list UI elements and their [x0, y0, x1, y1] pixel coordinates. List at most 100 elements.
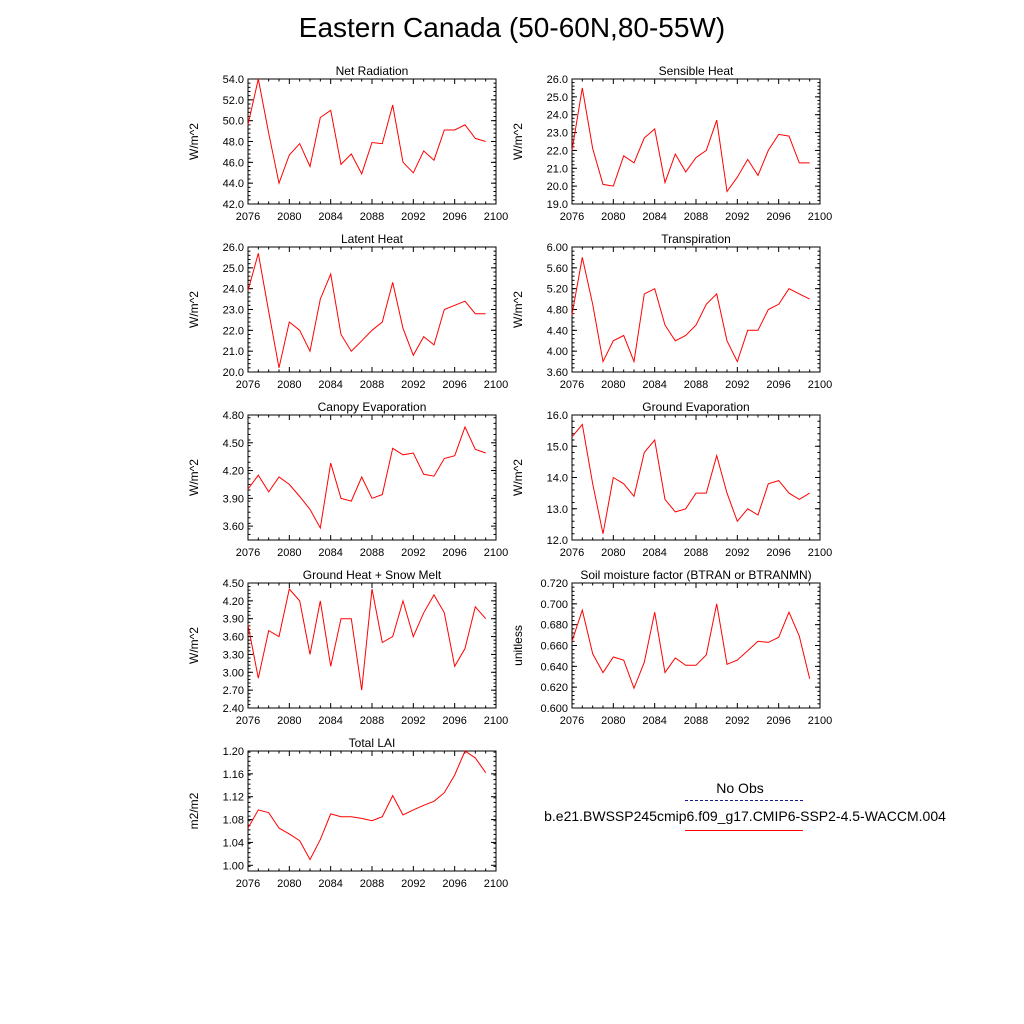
x-tick-label: 2088	[684, 547, 708, 559]
legend-obs-label: No Obs	[716, 780, 764, 796]
y-tick-label: 3.60	[547, 367, 568, 379]
x-tick-label: 2096	[442, 878, 466, 890]
x-tick-label: 2080	[277, 715, 301, 727]
y-tick-label: 21.0	[547, 163, 568, 175]
y-tick-label: 4.00	[547, 346, 568, 358]
chart-panel-7: Soil moisture factor (BTRAN or BTRANMN) u…	[511, 568, 832, 727]
x-tick-label: 2092	[725, 379, 749, 391]
y-axis-label: W/m^2	[511, 291, 525, 328]
legend-model-line	[685, 830, 803, 831]
series-line	[571, 603, 811, 690]
y-tick-label: 25.0	[223, 263, 244, 275]
y-tick-label: 44.0	[223, 178, 244, 190]
y-axis-label: W/m^2	[511, 459, 525, 496]
x-tick-label: 2080	[277, 878, 301, 890]
chart-panel-2: Latent Heat W/m^2 2076 2080 2084 2088 2092 2096…	[187, 232, 508, 391]
chart-panel-3: Transpiration W/m^2 2076 2080 2084 2088 2092 20…	[511, 232, 832, 391]
y-tick-label: 1.08	[223, 815, 244, 827]
y-axis-label: W/m^2	[187, 459, 201, 496]
x-tick-label: 2076	[560, 547, 584, 559]
chart-panel-5: Ground Evaporation W/m^2 2076 2080 2084 2088 2…	[511, 400, 832, 559]
x-tick-label: 2092	[401, 211, 425, 223]
x-tick-label: 2084	[318, 211, 342, 223]
y-tick-label: 4.20	[223, 466, 244, 478]
x-tick-label: 2084	[642, 715, 666, 727]
x-tick-label: 2088	[360, 379, 384, 391]
series-line	[247, 750, 487, 861]
y-tick-label: 6.00	[547, 242, 568, 254]
x-tick-label: 2076	[560, 211, 584, 223]
y-tick-label: 16.0	[547, 410, 568, 422]
x-tick-label: 2092	[401, 547, 425, 559]
x-tick-label: 2092	[401, 715, 425, 727]
y-tick-label: 0.700	[540, 599, 568, 611]
y-tick-label: 4.50	[223, 578, 244, 590]
plot-frame	[571, 582, 821, 709]
plot-frame	[247, 582, 497, 709]
y-tick-label: 2.70	[223, 685, 244, 697]
y-tick-label: 3.60	[223, 521, 244, 533]
x-tick-label: 2100	[808, 547, 832, 559]
y-axis-label: W/m^2	[187, 123, 201, 160]
y-axis-label: W/m^2	[187, 627, 201, 664]
x-tick-label: 2084	[318, 547, 342, 559]
y-tick-label: 2.40	[223, 703, 244, 715]
y-tick-label: 48.0	[223, 137, 244, 149]
y-tick-label: 46.0	[223, 157, 244, 169]
chart-panel-0: Net Radiation W/m^2 2076 2080 2084 2088 2092 20…	[187, 64, 508, 223]
y-tick-label: 24.0	[223, 284, 244, 296]
y-tick-label: 5.20	[547, 284, 568, 296]
y-tick-label: 3.30	[223, 649, 244, 661]
plot-frame	[571, 414, 821, 541]
y-tick-label: 21.0	[223, 346, 244, 358]
y-tick-label: 23.0	[547, 128, 568, 140]
x-tick-label: 2096	[766, 379, 790, 391]
x-tick-label: 2096	[442, 715, 466, 727]
y-tick-label: 0.680	[540, 620, 568, 632]
x-tick-label: 2076	[236, 878, 260, 890]
y-tick-label: 0.620	[540, 682, 568, 694]
x-tick-label: 2092	[725, 547, 749, 559]
x-tick-label: 2080	[601, 379, 625, 391]
panel-title: Ground Heat + Snow Melt	[303, 568, 442, 582]
plot-frame	[247, 78, 497, 205]
y-tick-label: 4.80	[547, 305, 568, 317]
plot-frame	[571, 246, 821, 373]
panel-title: Transpiration	[661, 232, 731, 246]
x-tick-label: 2076	[236, 211, 260, 223]
x-tick-label: 2084	[318, 715, 342, 727]
x-tick-label: 2100	[808, 379, 832, 391]
x-tick-label: 2084	[318, 878, 342, 890]
panel-title: Ground Evaporation	[642, 400, 749, 414]
y-tick-label: 1.16	[223, 769, 244, 781]
x-tick-label: 2092	[401, 379, 425, 391]
x-tick-label: 2088	[360, 878, 384, 890]
x-tick-label: 2084	[642, 211, 666, 223]
y-tick-label: 1.04	[223, 837, 244, 849]
y-tick-label: 4.40	[547, 325, 568, 337]
y-tick-label: 3.90	[223, 614, 244, 626]
x-tick-label: 2076	[560, 715, 584, 727]
y-tick-label: 4.20	[223, 596, 244, 608]
x-tick-label: 2080	[601, 715, 625, 727]
y-tick-label: 52.0	[223, 95, 244, 107]
y-tick-label: 50.0	[223, 116, 244, 128]
x-tick-label: 2100	[484, 715, 508, 727]
plot-frame	[247, 246, 497, 373]
y-tick-label: 15.0	[547, 441, 568, 453]
y-tick-label: 1.12	[223, 792, 244, 804]
y-tick-label: 13.0	[547, 504, 568, 516]
legend-model-label: b.e21.BWSSP245cmip6.f09_g17.CMIP6-SSP2-4…	[544, 808, 946, 824]
x-tick-label: 2100	[484, 547, 508, 559]
y-tick-label: 4.80	[223, 410, 244, 422]
x-tick-label: 2080	[277, 211, 301, 223]
y-tick-label: 42.0	[223, 199, 244, 211]
y-tick-label: 1.00	[223, 860, 244, 872]
series-line	[571, 423, 810, 534]
y-axis-label: W/m^2	[187, 291, 201, 328]
figure-title: Eastern Canada (50-60N,80-55W)	[298, 12, 726, 43]
y-tick-label: 3.60	[223, 632, 244, 644]
panel-title: Total LAI	[349, 736, 396, 750]
y-tick-label: 3.00	[223, 667, 244, 679]
panel-title: Canopy Evaporation	[318, 400, 427, 414]
